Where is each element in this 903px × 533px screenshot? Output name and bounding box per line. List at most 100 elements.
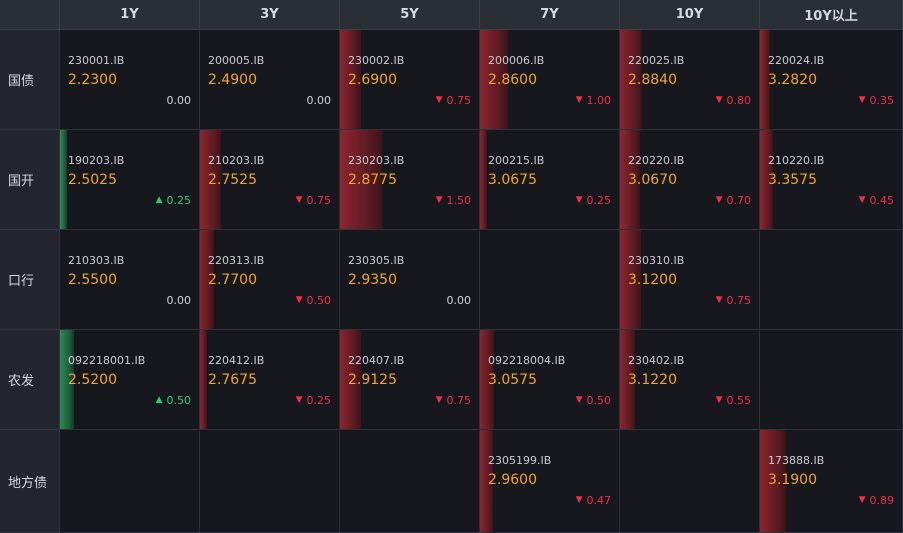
- bond-code: 230203.IB: [348, 154, 405, 167]
- bond-cell[interactable]: 210203.IB 2.7525 ▼ 0.75: [200, 130, 340, 230]
- bond-yield: 2.5025: [68, 172, 117, 188]
- change-magnitude-bar: [200, 130, 221, 229]
- row-label: 地方债: [0, 430, 60, 533]
- bond-cell[interactable]: 220412.IB 2.7675 ▼ 0.25: [200, 330, 340, 430]
- triangle-down-icon: ▼: [575, 95, 583, 105]
- change-magnitude-bar: [620, 330, 635, 429]
- triangle-down-icon: ▼: [715, 395, 723, 405]
- yield-change: ▼ 0.47: [576, 494, 611, 507]
- bond-cell[interactable]: 230402.IB 3.1220 ▼ 0.55: [620, 330, 760, 430]
- bond-code: 092218001.IB: [68, 354, 146, 367]
- yield-change: ▼ 0.35: [859, 94, 894, 107]
- bond-yield: 2.9350: [348, 272, 397, 288]
- column-header[interactable]: 10Y以上: [760, 0, 903, 30]
- row-label: 农发: [0, 330, 60, 430]
- bond-cell[interactable]: 173888.IB 3.1900 ▼ 0.89: [760, 430, 903, 533]
- empty-cell: [340, 430, 480, 533]
- change-value: 0.25: [166, 194, 192, 207]
- change-value: 0.00: [306, 94, 332, 107]
- column-header[interactable]: 7Y: [480, 0, 620, 30]
- change-magnitude-bar: [480, 430, 493, 532]
- bond-yield: 2.8600: [488, 72, 537, 88]
- column-header[interactable]: 5Y: [340, 0, 480, 30]
- bond-cell[interactable]: 220407.IB 2.9125 ▼ 0.75: [340, 330, 480, 430]
- bond-cell[interactable]: 210220.IB 3.3575 ▼ 0.45: [760, 130, 903, 230]
- bond-yield: 2.9600: [488, 472, 537, 488]
- yield-change: ▼ 1.50: [436, 194, 471, 207]
- triangle-down-icon: ▼: [858, 495, 866, 505]
- change-value: 0.89: [869, 494, 895, 507]
- bond-code: 2305199.IB: [488, 454, 552, 467]
- row-label: 口行: [0, 230, 60, 330]
- bond-code: 230402.IB: [628, 354, 685, 367]
- empty-cell: [60, 430, 200, 533]
- yield-change: ▼ 0.75: [436, 94, 471, 107]
- column-header[interactable]: 1Y: [60, 0, 200, 30]
- bond-code: 220407.IB: [348, 354, 405, 367]
- triangle-down-icon: ▼: [575, 195, 583, 205]
- bond-cell[interactable]: 230310.IB 3.1200 ▼ 0.75: [620, 230, 760, 330]
- change-value: 0.50: [586, 394, 612, 407]
- bond-cell[interactable]: 092218001.IB 2.5200 ▲ 0.50: [60, 330, 200, 430]
- bond-cell[interactable]: 220025.IB 2.8840 ▼ 0.80: [620, 30, 760, 130]
- bond-cell[interactable]: 220313.IB 2.7700 ▼ 0.50: [200, 230, 340, 330]
- bond-cell[interactable]: 210303.IB 2.5500 0.00: [60, 230, 200, 330]
- bond-cell[interactable]: 200006.IB 2.8600 ▼ 1.00: [480, 30, 620, 130]
- change-magnitude-bar: [60, 330, 74, 429]
- change-value: 0.00: [446, 294, 472, 307]
- bond-yield: 2.8775: [348, 172, 397, 188]
- bond-cell[interactable]: 230002.IB 2.6900 ▼ 0.75: [340, 30, 480, 130]
- bond-code: 230002.IB: [348, 54, 405, 67]
- bond-yield: 3.1200: [628, 272, 677, 288]
- bond-cell[interactable]: 230305.IB 2.9350 0.00: [340, 230, 480, 330]
- column-header[interactable]: 3Y: [200, 0, 340, 30]
- bond-cell[interactable]: 230001.IB 2.2300 0.00: [60, 30, 200, 130]
- change-value: 0.75: [726, 294, 752, 307]
- bond-yield: 2.9125: [348, 372, 397, 388]
- yield-change: 0.00: [447, 294, 472, 307]
- bond-yield: 3.0675: [488, 172, 537, 188]
- bond-cell[interactable]: 220220.IB 3.0670 ▼ 0.70: [620, 130, 760, 230]
- bond-code: 230310.IB: [628, 254, 685, 267]
- bond-yield: 2.4900: [208, 72, 257, 88]
- change-magnitude-bar: [340, 30, 361, 129]
- change-value: 0.35: [869, 94, 895, 107]
- bond-code: 220412.IB: [208, 354, 265, 367]
- yield-change: ▼ 0.70: [716, 194, 751, 207]
- change-value: 0.47: [586, 494, 612, 507]
- empty-cell: [620, 430, 760, 533]
- change-value: 0.00: [166, 294, 192, 307]
- yield-change: ▼ 1.00: [576, 94, 611, 107]
- bond-code: 173888.IB: [768, 454, 825, 467]
- change-magnitude-bar: [340, 330, 361, 429]
- bond-yield: 2.7675: [208, 372, 257, 388]
- change-magnitude-bar: [480, 330, 494, 429]
- header-corner: [0, 0, 60, 30]
- bond-code: 220220.IB: [628, 154, 685, 167]
- yield-change: ▼ 0.25: [576, 194, 611, 207]
- bond-cell[interactable]: 200215.IB 3.0675 ▼ 0.25: [480, 130, 620, 230]
- empty-cell: [760, 230, 903, 330]
- yield-change: ▼ 0.75: [716, 294, 751, 307]
- triangle-down-icon: ▼: [575, 395, 583, 405]
- change-value: 0.25: [306, 394, 332, 407]
- bond-code: 200006.IB: [488, 54, 545, 67]
- triangle-down-icon: ▼: [435, 195, 443, 205]
- triangle-down-icon: ▼: [295, 395, 303, 405]
- bond-cell[interactable]: 230203.IB 2.8775 ▼ 1.50: [340, 130, 480, 230]
- bond-cell[interactable]: 220024.IB 3.2820 ▼ 0.35: [760, 30, 903, 130]
- change-magnitude-bar: [480, 30, 508, 129]
- bond-yield: 2.8840: [628, 72, 677, 88]
- bond-cell[interactable]: 2305199.IB 2.9600 ▼ 0.47: [480, 430, 620, 533]
- bond-code: 220025.IB: [628, 54, 685, 67]
- triangle-down-icon: ▼: [715, 295, 723, 305]
- column-header[interactable]: 10Y: [620, 0, 760, 30]
- triangle-down-icon: ▼: [575, 495, 583, 505]
- yield-change: 0.00: [167, 94, 192, 107]
- bond-cell[interactable]: 190203.IB 2.5025 ▲ 0.25: [60, 130, 200, 230]
- bond-code: 210203.IB: [208, 154, 265, 167]
- empty-cell: [200, 430, 340, 533]
- bond-cell[interactable]: 200005.IB 2.4900 0.00: [200, 30, 340, 130]
- bond-cell[interactable]: 092218004.IB 3.0575 ▼ 0.50: [480, 330, 620, 430]
